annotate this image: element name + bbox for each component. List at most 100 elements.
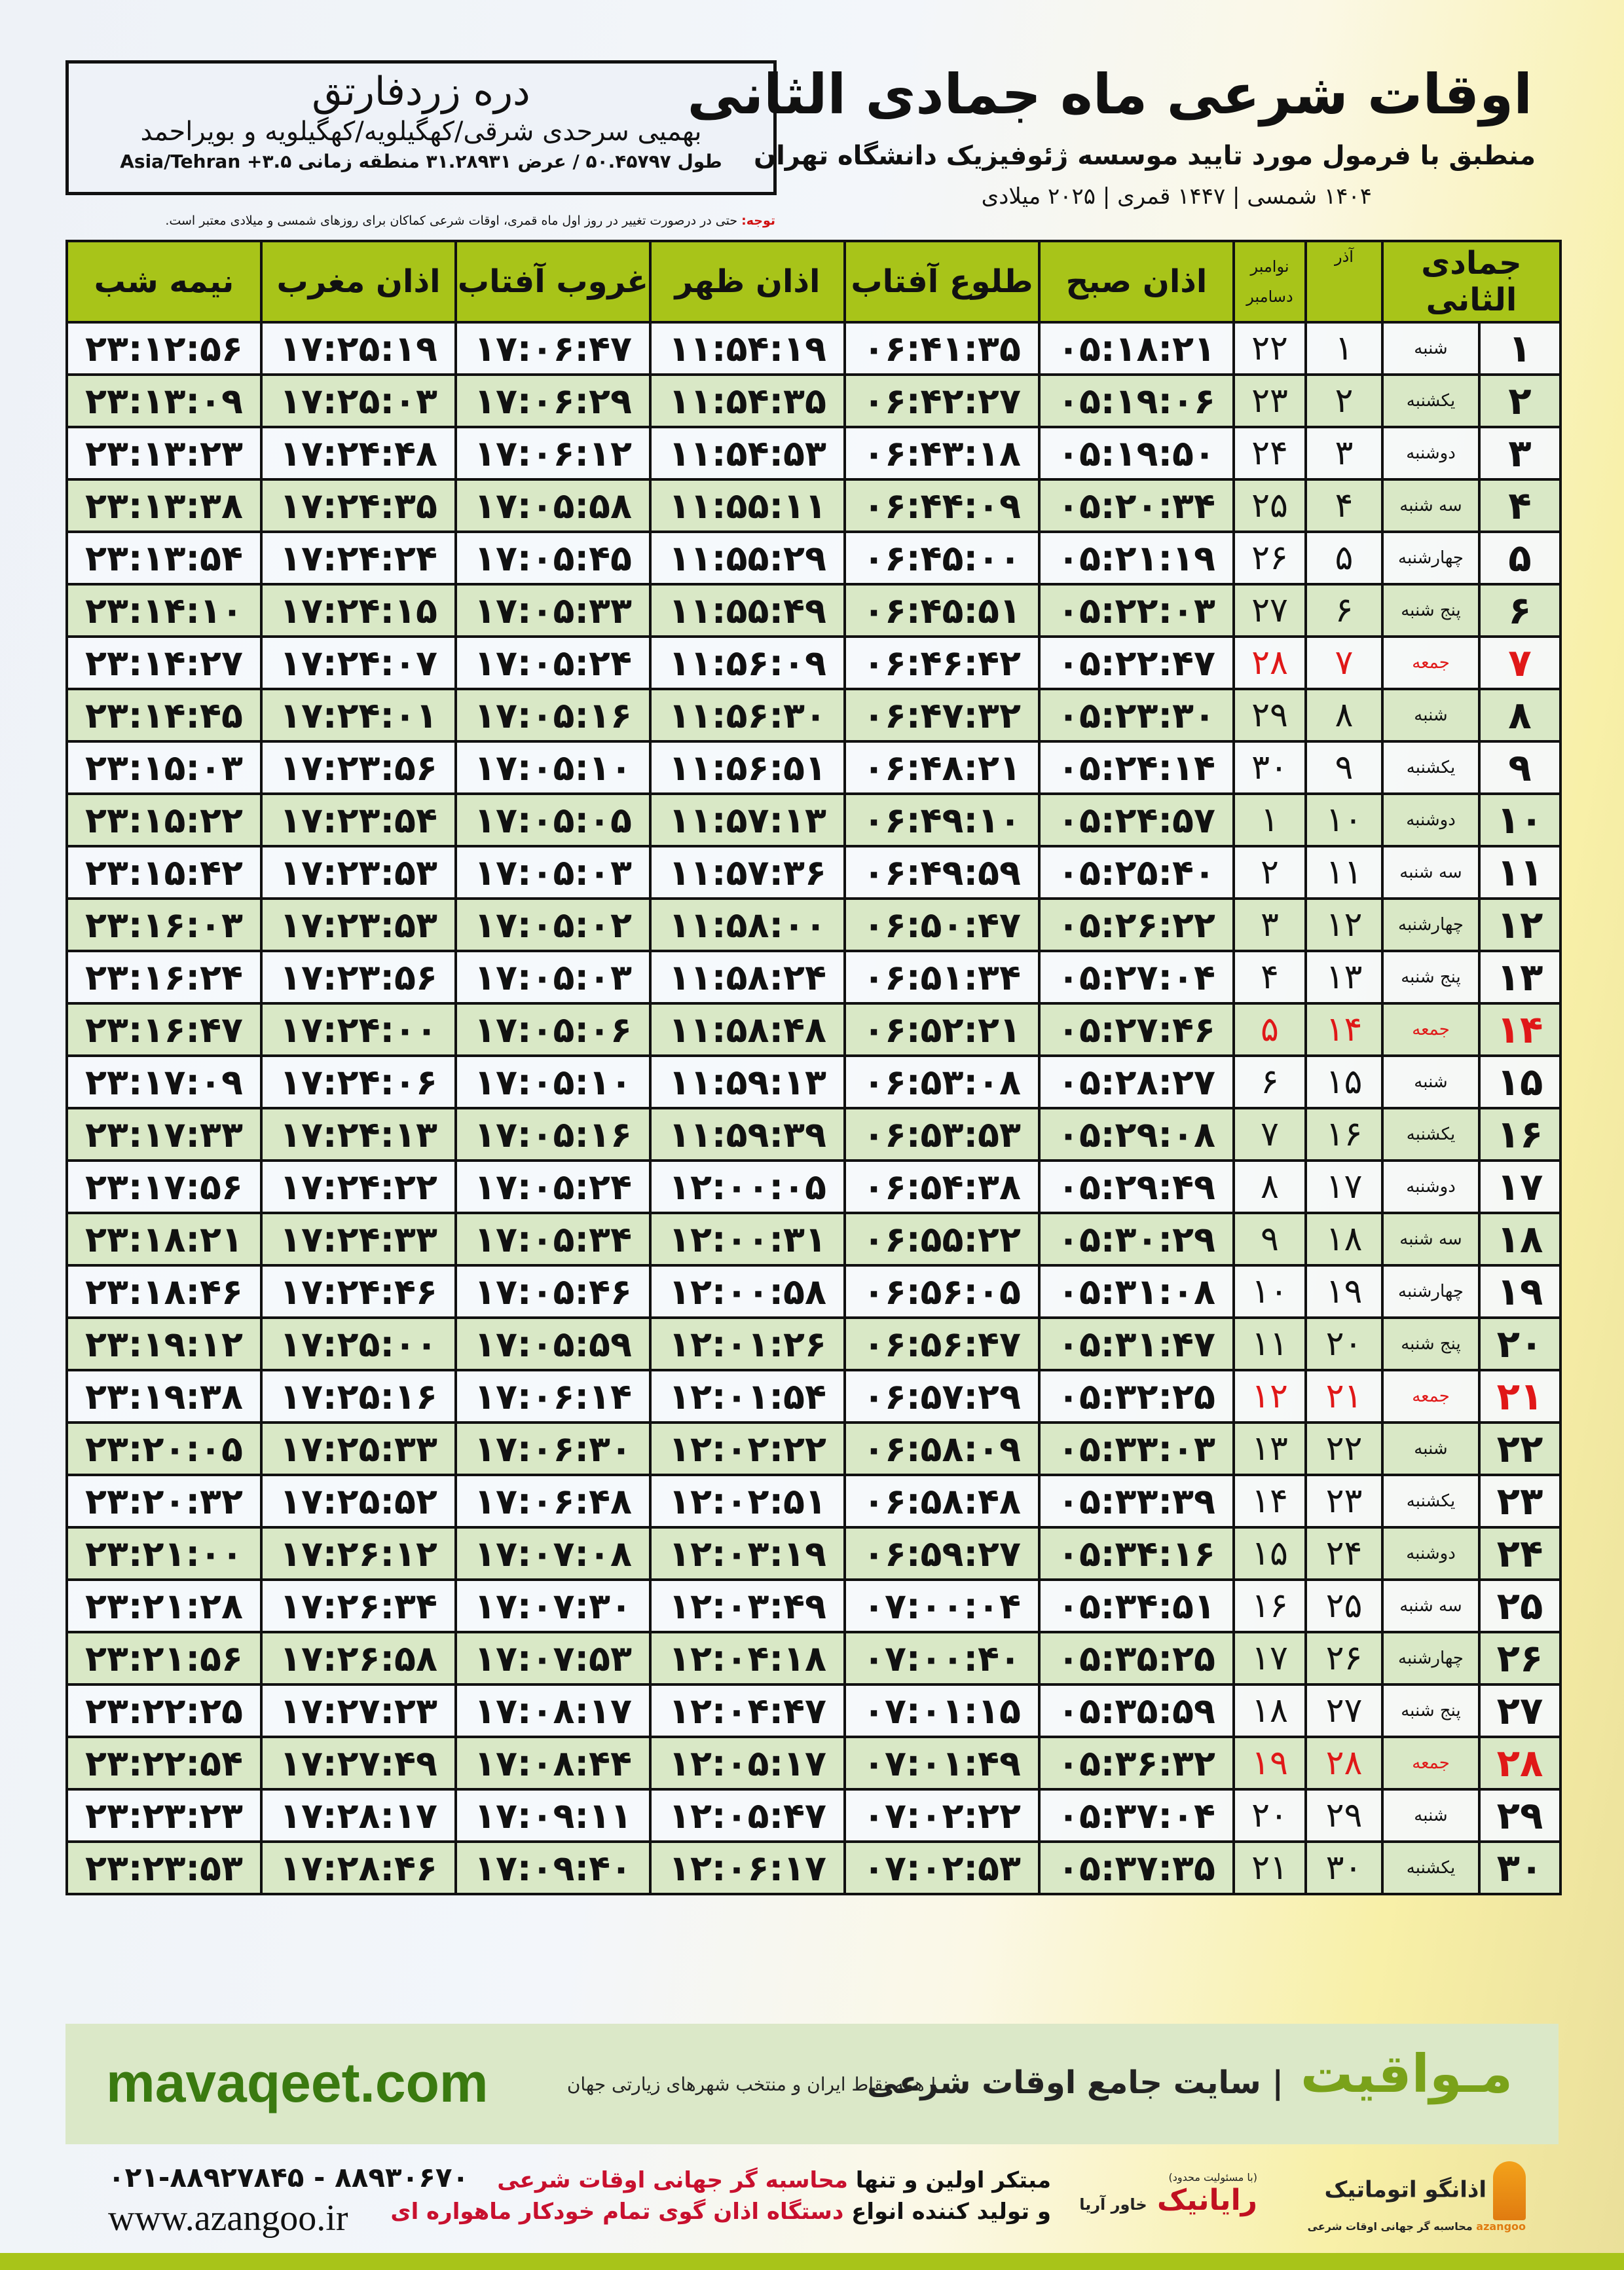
banner-slogan-secondary: | همه نقاط ایران و منتخب شهرهای زیارتی ج… <box>566 2074 936 2095</box>
banner-website-link[interactable]: mavaqeet.com <box>106 2052 489 2113</box>
azar-day: ۱۳ <box>1304 950 1384 1005</box>
table-row: ۱۱ سه شنبه ۱۱ ۲ ۰۵:۲۵:۴۰ ۰۶:۴۹:۵۹ ۱۱:۵۷:۳۶ ۱۷:۰… <box>65 845 1562 900</box>
sobh-time: ۰۵:۳۱:۴۷ <box>1038 1316 1235 1371</box>
footer-line1: مبتکر اولین و تنها <box>847 2167 1051 2193</box>
rayanik-logo: (با مسئولیت محدود) رایانیک خاور آریا <box>1079 2171 1257 2217</box>
gregorian-day: ۵ <box>1232 1002 1307 1057</box>
gregorian-day: ۱۲ <box>1232 1369 1307 1424</box>
sobh-time: ۰۵:۱۹:۰۶ <box>1038 373 1235 428</box>
hijri-day: ۱۲ <box>1478 897 1562 952</box>
header-nime: نیمه شب <box>65 240 263 324</box>
azangoo-logo-text: اذانگو اتوماتیک <box>1324 2176 1486 2203</box>
azar-day: ۲۸ <box>1304 1736 1384 1791</box>
zohr-time: ۱۲:۰۰:۵۸ <box>649 1264 846 1319</box>
gregorian-day: ۷ <box>1232 1107 1307 1162</box>
gregorian-day: ۴ <box>1232 950 1307 1005</box>
nime-time: ۲۳:۲۰:۰۵ <box>65 1421 263 1476</box>
zohr-time: ۱۲:۰۴:۱۸ <box>649 1631 846 1686</box>
tolu-time: ۰۶:۴۹:۵۹ <box>843 845 1041 900</box>
azar-day: ۳۰ <box>1304 1840 1384 1895</box>
azar-day: ۶ <box>1304 583 1384 638</box>
phone-numbers: ۰۲۱-۸۸۹۲۷۸۴۵ - ۸۸۹۳۰۶۷۰ <box>108 2161 470 2193</box>
sobh-time: ۰۵:۳۴:۱۶ <box>1038 1526 1235 1581</box>
ghorub-time: ۱۷:۰۷:۵۳ <box>454 1631 652 1686</box>
table-row: ۱۳ پنج شنبه ۱۳ ۴ ۰۵:۲۷:۰۴ ۰۶:۵۱:۳۴ ۱۱:۵۸:۲۴ ۱۷:… <box>65 950 1562 1005</box>
sobh-time: ۰۵:۲۵:۴۰ <box>1038 845 1235 900</box>
tolu-time: ۰۶:۴۵:۰۰ <box>843 530 1041 586</box>
zohr-time: ۱۲:۰۱:۲۶ <box>649 1316 846 1371</box>
zohr-time: ۱۱:۵۸:۲۴ <box>649 950 846 1005</box>
gregorian-day: ۲۳ <box>1232 373 1307 428</box>
tolu-time: ۰۶:۵۳:۰۸ <box>843 1054 1041 1109</box>
hijri-day: ۲۰ <box>1478 1316 1562 1371</box>
ghorub-time: ۱۷:۰۶:۴۸ <box>454 1474 652 1529</box>
azar-day: ۵ <box>1304 530 1384 586</box>
year-line: ۱۴۰۴ شمسی | ۱۴۴۷ قمری | ۲۰۲۵ میلادی <box>981 183 1372 210</box>
maghreb-time: ۱۷:۲۴:۰۶ <box>260 1054 457 1109</box>
weekday: شنبه <box>1381 688 1481 743</box>
ghorub-time: ۱۷:۰۵:۰۳ <box>454 950 652 1005</box>
zohr-time: ۱۲:۰۰:۳۱ <box>649 1212 846 1267</box>
hijri-day: ۲۴ <box>1478 1526 1562 1581</box>
hijri-day: ۱۳ <box>1478 950 1562 1005</box>
weekday: چهارشنبه <box>1381 1264 1481 1319</box>
tolu-time: ۰۷:۰۲:۲۲ <box>843 1788 1041 1843</box>
table-row: ۲۳ یکشنبه ۲۳ ۱۴ ۰۵:۳۳:۳۹ ۰۶:۵۸:۴۸ ۱۲:۰۲:۵۱ ۱۷:۰… <box>65 1474 1562 1529</box>
azar-day: ۱۱ <box>1304 845 1384 900</box>
tolu-time: ۰۷:۰۱:۱۵ <box>843 1683 1041 1738</box>
hijri-day: ۹ <box>1478 740 1562 795</box>
tolu-time: ۰۶:۴۴:۰۹ <box>843 478 1041 533</box>
nime-time: ۲۳:۱۷:۰۹ <box>65 1054 263 1109</box>
weekday: دوشنبه <box>1381 426 1481 481</box>
nime-time: ۲۳:۱۴:۲۷ <box>65 635 263 690</box>
ghorub-time: ۱۷:۰۵:۱۰ <box>454 1054 652 1109</box>
zohr-time: ۱۱:۵۸:۰۰ <box>649 897 846 952</box>
sobh-time: ۰۵:۳۷:۳۵ <box>1038 1840 1235 1895</box>
ghorub-time: ۱۷:۰۵:۰۶ <box>454 1002 652 1057</box>
footer-line2-highlight: دستگاه اذان گوی تمام خودکار ماهواره ای <box>390 2199 844 2225</box>
ghorub-time: ۱۷:۰۵:۱۶ <box>454 1107 652 1162</box>
ghorub-time: ۱۷:۰۵:۴۵ <box>454 530 652 586</box>
hijri-day: ۱۵ <box>1478 1054 1562 1109</box>
ghorub-time: ۱۷:۰۶:۱۲ <box>454 426 652 481</box>
header-sobh: اذان صبح <box>1038 240 1235 324</box>
maghreb-time: ۱۷:۲۴:۳۳ <box>260 1212 457 1267</box>
tolu-time: ۰۶:۵۴:۳۸ <box>843 1159 1041 1214</box>
table-header-row: جمادی الثانی آذر نوامبر دسامبر اذان صبح … <box>65 240 1562 324</box>
ghorub-time: ۱۷:۰۷:۳۰ <box>454 1578 652 1633</box>
gregorian-day: ۲۶ <box>1232 530 1307 586</box>
nime-time: ۲۳:۲۳:۵۳ <box>65 1840 263 1895</box>
azar-day: ۷ <box>1304 635 1384 690</box>
azar-day: ۲۲ <box>1304 1421 1384 1476</box>
weekday: یکشنبه <box>1381 1474 1481 1529</box>
sobh-time: ۰۵:۲۹:۴۹ <box>1038 1159 1235 1214</box>
zohr-time: ۱۱:۵۴:۱۹ <box>649 321 846 376</box>
maghreb-time: ۱۷:۲۶:۵۸ <box>260 1631 457 1686</box>
table-row: ۵ چهارشنبه ۵ ۲۶ ۰۵:۲۱:۱۹ ۰۶:۴۵:۰۰ ۱۱:۵۵:۲۹ ۱۷:۰… <box>65 530 1562 586</box>
azangoo-website-link[interactable]: www.azangoo.ir <box>108 2198 348 2239</box>
zohr-time: ۱۲:۰۱:۵۴ <box>649 1369 846 1424</box>
header-zohr: اذان ظهر <box>649 240 846 324</box>
maghreb-time: ۱۷:۲۴:۰۷ <box>260 635 457 690</box>
tolu-time: ۰۷:۰۰:۴۰ <box>843 1631 1041 1686</box>
table-row: ۳۰ یکشنبه ۳۰ ۲۱ ۰۵:۳۷:۳۵ ۰۷:۰۲:۵۳ ۱۲:۰۶:۱۷ ۱۷:۰… <box>65 1840 1562 1895</box>
sobh-time: ۰۵:۳۳:۳۹ <box>1038 1474 1235 1529</box>
azar-day: ۲۵ <box>1304 1578 1384 1633</box>
tolu-time: ۰۶:۵۸:۰۹ <box>843 1421 1041 1476</box>
hijri-day: ۱۶ <box>1478 1107 1562 1162</box>
maghreb-time: ۱۷:۲۴:۲۴ <box>260 530 457 586</box>
weekday: شنبه <box>1381 1421 1481 1476</box>
zohr-time: ۱۲:۰۲:۵۱ <box>649 1474 846 1529</box>
hijri-day: ۲۹ <box>1478 1788 1562 1843</box>
weekday: یکشنبه <box>1381 1840 1481 1895</box>
header-november: نوامبر <box>1250 257 1289 276</box>
tolu-time: ۰۶:۴۶:۴۲ <box>843 635 1041 690</box>
zohr-time: ۱۲:۰۳:۴۹ <box>649 1578 846 1633</box>
hijri-day: ۱۷ <box>1478 1159 1562 1214</box>
location-box: دره زردفارتق بهمیی سرحدی شرقی/کهگیلویه/ک… <box>65 60 777 195</box>
table-row: ۲۱ جمعه ۲۱ ۱۲ ۰۵:۳۲:۲۵ ۰۶:۵۷:۲۹ ۱۲:۰۱:۵۴ ۱۷:۰۶:… <box>65 1369 1562 1424</box>
header-december: دسامبر <box>1246 288 1293 306</box>
nime-time: ۲۳:۲۳:۲۳ <box>65 1788 263 1843</box>
gregorian-day: ۱۷ <box>1232 1631 1307 1686</box>
weekday: یکشنبه <box>1381 373 1481 428</box>
